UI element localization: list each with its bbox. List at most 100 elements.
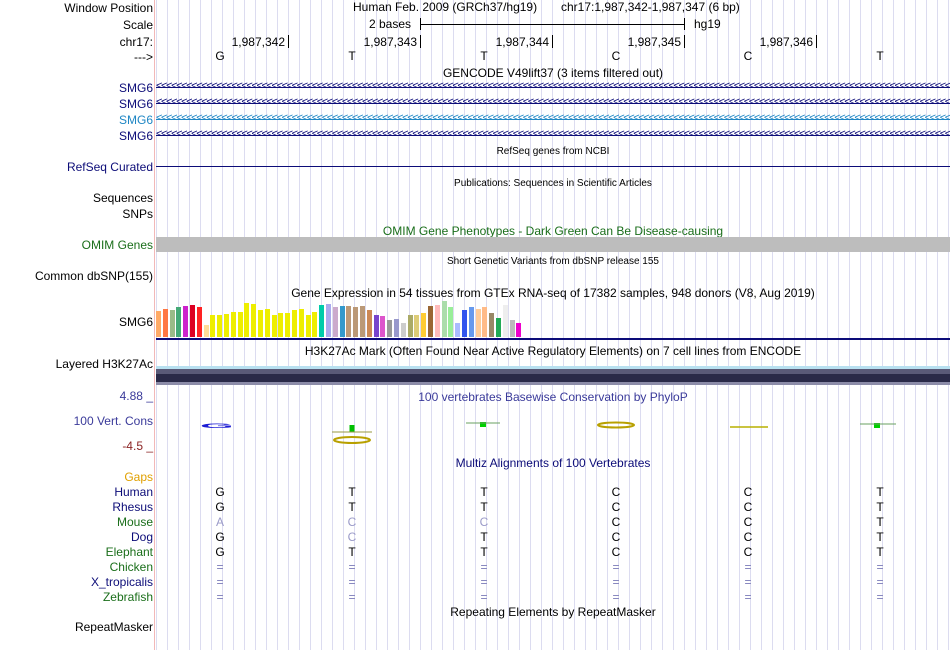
gtex-tissue-bar[interactable] [312, 312, 318, 337]
gtex-tissue-bar[interactable] [156, 311, 161, 337]
gtex-tissue-bar[interactable] [332, 307, 338, 337]
snps-label[interactable]: SNPs [122, 207, 153, 221]
ruler-tick [684, 35, 685, 48]
gtex-tissue-bar[interactable] [380, 316, 386, 337]
gtex-tissue-bar[interactable] [428, 306, 433, 337]
alignment-base: = [480, 560, 488, 574]
gtex-tissue-bar[interactable] [169, 310, 175, 337]
species-label[interactable]: Chicken [109, 560, 153, 574]
gtex-tissue-bar[interactable] [326, 304, 331, 337]
gtex-tissue-bar[interactable] [224, 314, 229, 337]
omim-label[interactable]: OMIM Genes [81, 238, 153, 252]
gencode-transcript-strand[interactable]: <<<<<<<<<<<<<<<<<<<<<<<<<<<<<<<<<<<<<<<<… [156, 129, 950, 140]
gtex-tissue-bar[interactable] [251, 304, 257, 337]
alignment-base: = [216, 560, 224, 574]
gtex-tissue-bar[interactable] [441, 301, 447, 337]
scale-tick-right [684, 18, 685, 30]
gtex-tissue-bar[interactable] [162, 309, 168, 337]
window-position[interactable]: chr17:1,987,342-1,987,347 (6 bp) [561, 0, 740, 14]
species-label[interactable]: Dog [130, 530, 153, 544]
refseq-label[interactable]: RefSeq Curated [66, 160, 153, 174]
species-label[interactable]: Elephant [105, 545, 153, 559]
dbsnp-label[interactable]: Common dbSNP(155) [34, 269, 153, 283]
refseq-track-line[interactable] [156, 166, 950, 167]
alignment-base: = [348, 560, 356, 574]
gtex-tissue-bar[interactable] [196, 307, 202, 337]
gtex-tissue-bar[interactable] [278, 313, 284, 337]
gtex-tissue-bar[interactable] [203, 325, 209, 337]
gencode-transcript-strand[interactable]: <<<<<<<<<<<<<<<<<<<<<<<<<<<<<<<<<<<<<<<<… [156, 81, 950, 92]
gtex-tissue-bar[interactable] [298, 309, 304, 337]
gtex-tissue-bar[interactable] [366, 310, 372, 337]
gtex-tissue-bar[interactable] [319, 305, 325, 337]
sequences-label[interactable]: Sequences [92, 191, 153, 205]
gtex-tissue-bar[interactable] [339, 306, 345, 337]
phylop-bar-2 [480, 422, 486, 427]
gtex-tissue-bar[interactable] [183, 306, 189, 337]
gtex-tissue-bar[interactable] [387, 320, 393, 337]
alignment-base: = [744, 590, 752, 604]
gtex-tissue-bar[interactable] [271, 315, 277, 337]
gtex-tissue-bar[interactable] [285, 313, 291, 337]
phylop-logo[interactable]: G [156, 414, 950, 446]
gtex-tissue-bar[interactable] [394, 319, 399, 337]
gtex-tissue-bar[interactable] [516, 323, 522, 337]
species-label[interactable]: Mouse [116, 515, 153, 529]
gtex-tissue-bar[interactable] [305, 315, 311, 337]
gtex-tissue-bar[interactable] [217, 315, 223, 337]
gtex-tissue-bar[interactable] [496, 318, 501, 337]
gtex-tissue-bar[interactable] [258, 310, 263, 337]
gtex-baseline [156, 338, 950, 340]
gtex-tissue-bar[interactable] [244, 303, 250, 337]
phylop-glyph-g: G [200, 423, 234, 430]
alignment-base: C [611, 530, 621, 544]
gtex-expression-chart[interactable] [156, 301, 950, 337]
gencode-track-label[interactable]: SMG6 [118, 97, 153, 111]
gtex-tissue-bar[interactable] [176, 307, 182, 337]
gtex-tissue-bar[interactable] [462, 310, 467, 337]
h3k27ac-signal[interactable] [156, 366, 950, 385]
gencode-transcript-strand[interactable]: <<<<<<<<<<<<<<<<<<<<<<<<<<<<<<<<<<<<<<<<… [156, 97, 950, 108]
gtex-tissue-bar[interactable] [210, 315, 216, 337]
alignment-base: C [611, 485, 621, 499]
gencode-transcript-strand[interactable]: <<<<<<<<<<<<<<<<<<<<<<<<<<<<<<<<<<<<<<<<… [156, 113, 950, 124]
multiz-title: Multiz Alignments of 100 Vertebrates [455, 456, 651, 470]
gtex-tissue-bar[interactable] [448, 307, 454, 337]
species-label[interactable]: Rhesus [112, 500, 153, 514]
gtex-tissue-bar[interactable] [414, 315, 420, 337]
gtex-tissue-bar[interactable] [373, 315, 379, 337]
gencode-track-label[interactable]: SMG6 [118, 113, 153, 127]
phylop-label[interactable]: 100 Vert. Cons [73, 414, 153, 428]
gtex-tissue-bar[interactable] [353, 307, 359, 337]
omim-phenotype-bar[interactable] [156, 237, 950, 252]
gtex-tissue-bar[interactable] [346, 306, 352, 337]
gtex-tissue-bar[interactable] [434, 305, 440, 337]
gtex-tissue-bar[interactable] [237, 312, 243, 337]
gencode-track-label[interactable]: SMG6 [118, 81, 153, 95]
gtex-tissue-bar[interactable] [482, 307, 488, 337]
gencode-track-label[interactable]: SMG6 [118, 129, 153, 143]
repeatmasker-label[interactable]: RepeatMasker [74, 620, 153, 634]
species-label[interactable]: Human [114, 485, 153, 499]
gtex-tissue-bar[interactable] [421, 313, 427, 337]
gtex-tissue-bar[interactable] [360, 306, 365, 337]
gtex-tissue-bar[interactable] [475, 309, 481, 337]
gtex-gene-label[interactable]: SMG6 [118, 315, 153, 329]
species-label[interactable]: Zebrafish [102, 590, 153, 604]
gtex-tissue-bar[interactable] [292, 310, 297, 337]
species-label[interactable]: X_tropicalis [90, 575, 153, 589]
gtex-tissue-bar[interactable] [264, 309, 270, 337]
alignment-base: = [744, 560, 752, 574]
gtex-tissue-bar[interactable] [407, 315, 413, 337]
gtex-tissue-bar[interactable] [489, 313, 495, 337]
gtex-tissue-bar[interactable] [502, 305, 508, 337]
gtex-tissue-bar[interactable] [400, 323, 406, 337]
h3k27ac-label[interactable]: Layered H3K27Ac [55, 357, 153, 371]
alignment-base: = [876, 560, 884, 574]
base-letter: C [743, 49, 753, 63]
gtex-tissue-bar[interactable] [468, 307, 474, 337]
gtex-tissue-bar[interactable] [455, 323, 461, 337]
gtex-tissue-bar[interactable] [509, 320, 515, 337]
gtex-tissue-bar[interactable] [190, 305, 195, 337]
gtex-tissue-bar[interactable] [230, 312, 236, 337]
